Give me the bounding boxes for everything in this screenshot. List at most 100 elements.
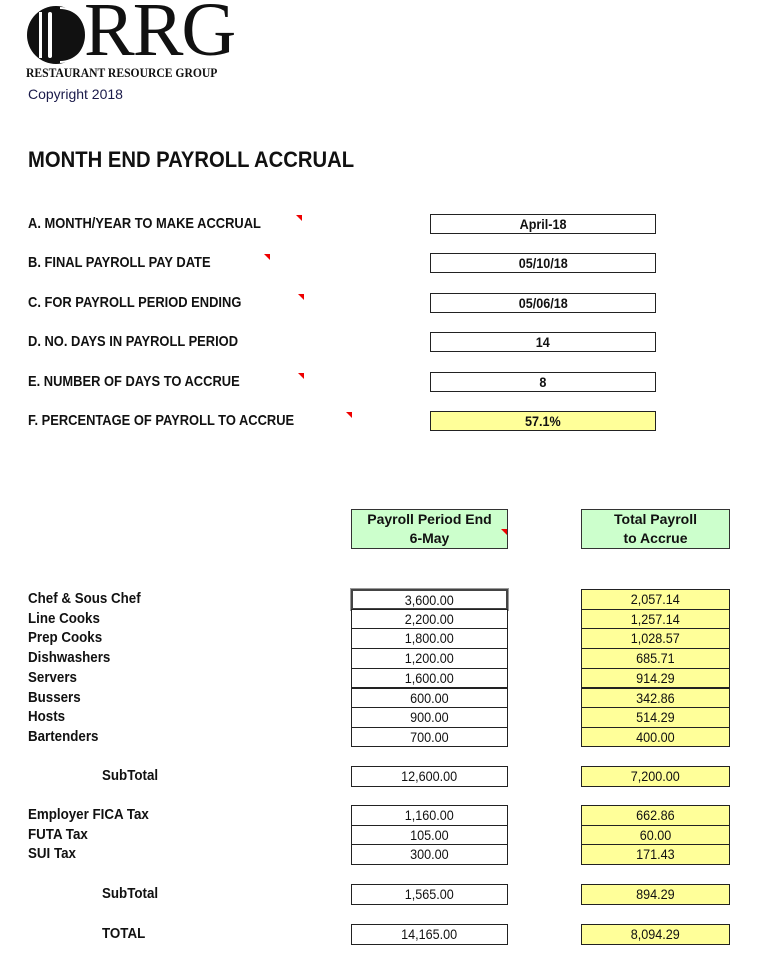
header-total-payroll-to-accrue[interactable]: Total Payroll to Accrue <box>581 509 730 549</box>
payroll-period-cell[interactable]: 14,165.00 <box>351 924 508 945</box>
field-value-cell[interactable]: April-18 <box>430 214 656 234</box>
field-value: 05/10/18 <box>518 255 568 271</box>
payroll-period-cell[interactable]: 1,600.00 <box>351 667 508 689</box>
comment-indicator-icon[interactable] <box>346 412 352 418</box>
cell-value: 1,600.00 <box>404 669 455 686</box>
accrue-cell[interactable]: 171.43 <box>581 844 730 865</box>
cell-value: 1,160.00 <box>404 807 455 823</box>
payroll-period-cell[interactable]: 105.00 <box>351 824 508 846</box>
accrue-cell[interactable]: 685.71 <box>581 648 730 669</box>
cell-value: 1,565.00 <box>404 886 455 902</box>
payroll-period-cell[interactable]: 700.00 <box>351 726 508 748</box>
cell-value: 7,200.00 <box>630 768 681 784</box>
row-label: Prep Cooks <box>28 630 103 647</box>
comment-indicator-icon[interactable] <box>298 294 304 300</box>
field-label: A. MONTH/YEAR TO MAKE ACCRUAL <box>28 215 261 232</box>
row-label: Employer FICA Tax <box>28 807 149 823</box>
cell-value: 171.43 <box>636 846 675 863</box>
accrue-cell[interactable]: 514.29 <box>581 707 730 728</box>
accrue-cell[interactable]: 894.29 <box>581 884 730 905</box>
field-label: D. NO. DAYS IN PAYROLL PERIOD <box>28 333 239 350</box>
cell-value: 1,257.14 <box>630 610 681 627</box>
row-label: SUI Tax <box>28 846 76 863</box>
logo-letters: RRG <box>84 0 236 72</box>
rrg-logo: RRG RESTAURANT RESOURCE GROUP <box>26 0 246 80</box>
accrue-cell[interactable]: 60.00 <box>581 824 730 846</box>
header-line: Total Payroll <box>614 511 697 527</box>
row-label: Bartenders <box>28 728 99 745</box>
field-value-cell[interactable]: 14 <box>430 332 656 352</box>
accrue-cell[interactable]: 400.00 <box>581 726 730 748</box>
field-value-cell[interactable]: 8 <box>430 372 656 392</box>
row-label: Dishwashers <box>28 650 111 667</box>
payroll-period-cell[interactable]: 600.00 <box>351 687 508 708</box>
row-label: SubTotal <box>102 768 159 784</box>
header-payroll-period-end[interactable]: Payroll Period End 6-May <box>351 509 508 549</box>
header-line: to Accrue <box>623 530 688 546</box>
field-label: C. FOR PAYROLL PERIOD ENDING <box>28 294 242 311</box>
payroll-period-cell[interactable]: 12,600.00 <box>351 766 508 787</box>
header-line: Payroll Period End <box>367 511 492 527</box>
copyright-text: Copyright 2018 <box>28 86 123 102</box>
field-label: B. FINAL PAYROLL PAY DATE <box>28 254 211 271</box>
accrue-cell[interactable]: 7,200.00 <box>581 766 730 787</box>
cell-value: 894.29 <box>636 886 675 902</box>
cell-value: 600.00 <box>410 689 449 706</box>
cell-value: 900.00 <box>410 709 449 726</box>
row-label: Line Cooks <box>28 610 100 627</box>
payroll-period-cell[interactable]: 3,600.00 <box>350 588 509 611</box>
payroll-period-cell[interactable]: 300.00 <box>351 844 508 865</box>
cell-value: 3,600.00 <box>404 592 455 608</box>
field-value: 57.1% <box>525 413 561 429</box>
header-line: 6-May <box>409 530 450 546</box>
cell-value: 914.29 <box>636 669 675 686</box>
cell-value: 1,800.00 <box>404 630 455 647</box>
field-value-cell[interactable]: 57.1% <box>430 411 656 431</box>
field-value-cell[interactable]: 05/10/18 <box>430 253 656 273</box>
row-label: Chef & Sous Chef <box>28 591 141 607</box>
payroll-period-cell[interactable]: 1,565.00 <box>351 884 508 905</box>
cell-value: 1,028.57 <box>630 630 681 647</box>
cell-value: 400.00 <box>636 728 675 745</box>
accrue-cell[interactable]: 8,094.29 <box>581 924 730 945</box>
comment-indicator-icon[interactable] <box>264 254 270 260</box>
field-value: 8 <box>539 374 547 390</box>
row-label: TOTAL <box>102 926 146 942</box>
payroll-period-cell[interactable]: 900.00 <box>351 707 508 728</box>
accrue-cell[interactable]: 662.86 <box>581 805 730 826</box>
logo-tagline: RESTAURANT RESOURCE GROUP <box>26 66 218 80</box>
field-value: April-18 <box>519 216 567 232</box>
cell-value: 8,094.29 <box>630 926 681 942</box>
row-label: Hosts <box>28 709 66 726</box>
cell-value: 12,600.00 <box>401 768 458 784</box>
cell-value: 700.00 <box>410 728 449 745</box>
cell-value: 342.86 <box>636 689 675 706</box>
row-label: FUTA Tax <box>28 826 88 843</box>
accrue-cell[interactable]: 342.86 <box>581 687 730 708</box>
payroll-period-cell[interactable]: 2,200.00 <box>351 608 508 630</box>
page-title: MONTH END PAYROLL ACCRUAL <box>28 147 355 172</box>
cell-value: 300.00 <box>410 846 449 863</box>
payroll-period-cell[interactable]: 1,200.00 <box>351 648 508 669</box>
cell-value: 105.00 <box>410 826 449 843</box>
field-value: 05/06/18 <box>518 295 568 311</box>
accrue-cell[interactable]: 1,028.57 <box>581 628 730 649</box>
accrue-cell[interactable]: 2,057.14 <box>581 589 730 610</box>
payroll-period-cell[interactable]: 1,800.00 <box>351 628 508 649</box>
comment-indicator-icon[interactable] <box>298 373 304 379</box>
cell-value: 514.29 <box>636 709 675 726</box>
comment-indicator-icon[interactable] <box>296 215 302 221</box>
accrue-cell[interactable]: 914.29 <box>581 667 730 689</box>
cell-value: 1,200.00 <box>404 650 455 667</box>
comment-indicator-icon[interactable] <box>501 529 507 535</box>
accrue-cell[interactable]: 1,257.14 <box>581 608 730 630</box>
field-value-cell[interactable]: 05/06/18 <box>430 293 656 313</box>
plate-fork-knife-icon <box>27 6 86 64</box>
field-value: 14 <box>535 334 551 350</box>
cell-value: 2,200.00 <box>404 610 455 627</box>
payroll-period-cell[interactable]: 1,160.00 <box>351 805 508 826</box>
cell-value: 14,165.00 <box>401 926 458 942</box>
cell-value: 662.86 <box>636 807 675 823</box>
cell-value: 685.71 <box>636 650 675 667</box>
